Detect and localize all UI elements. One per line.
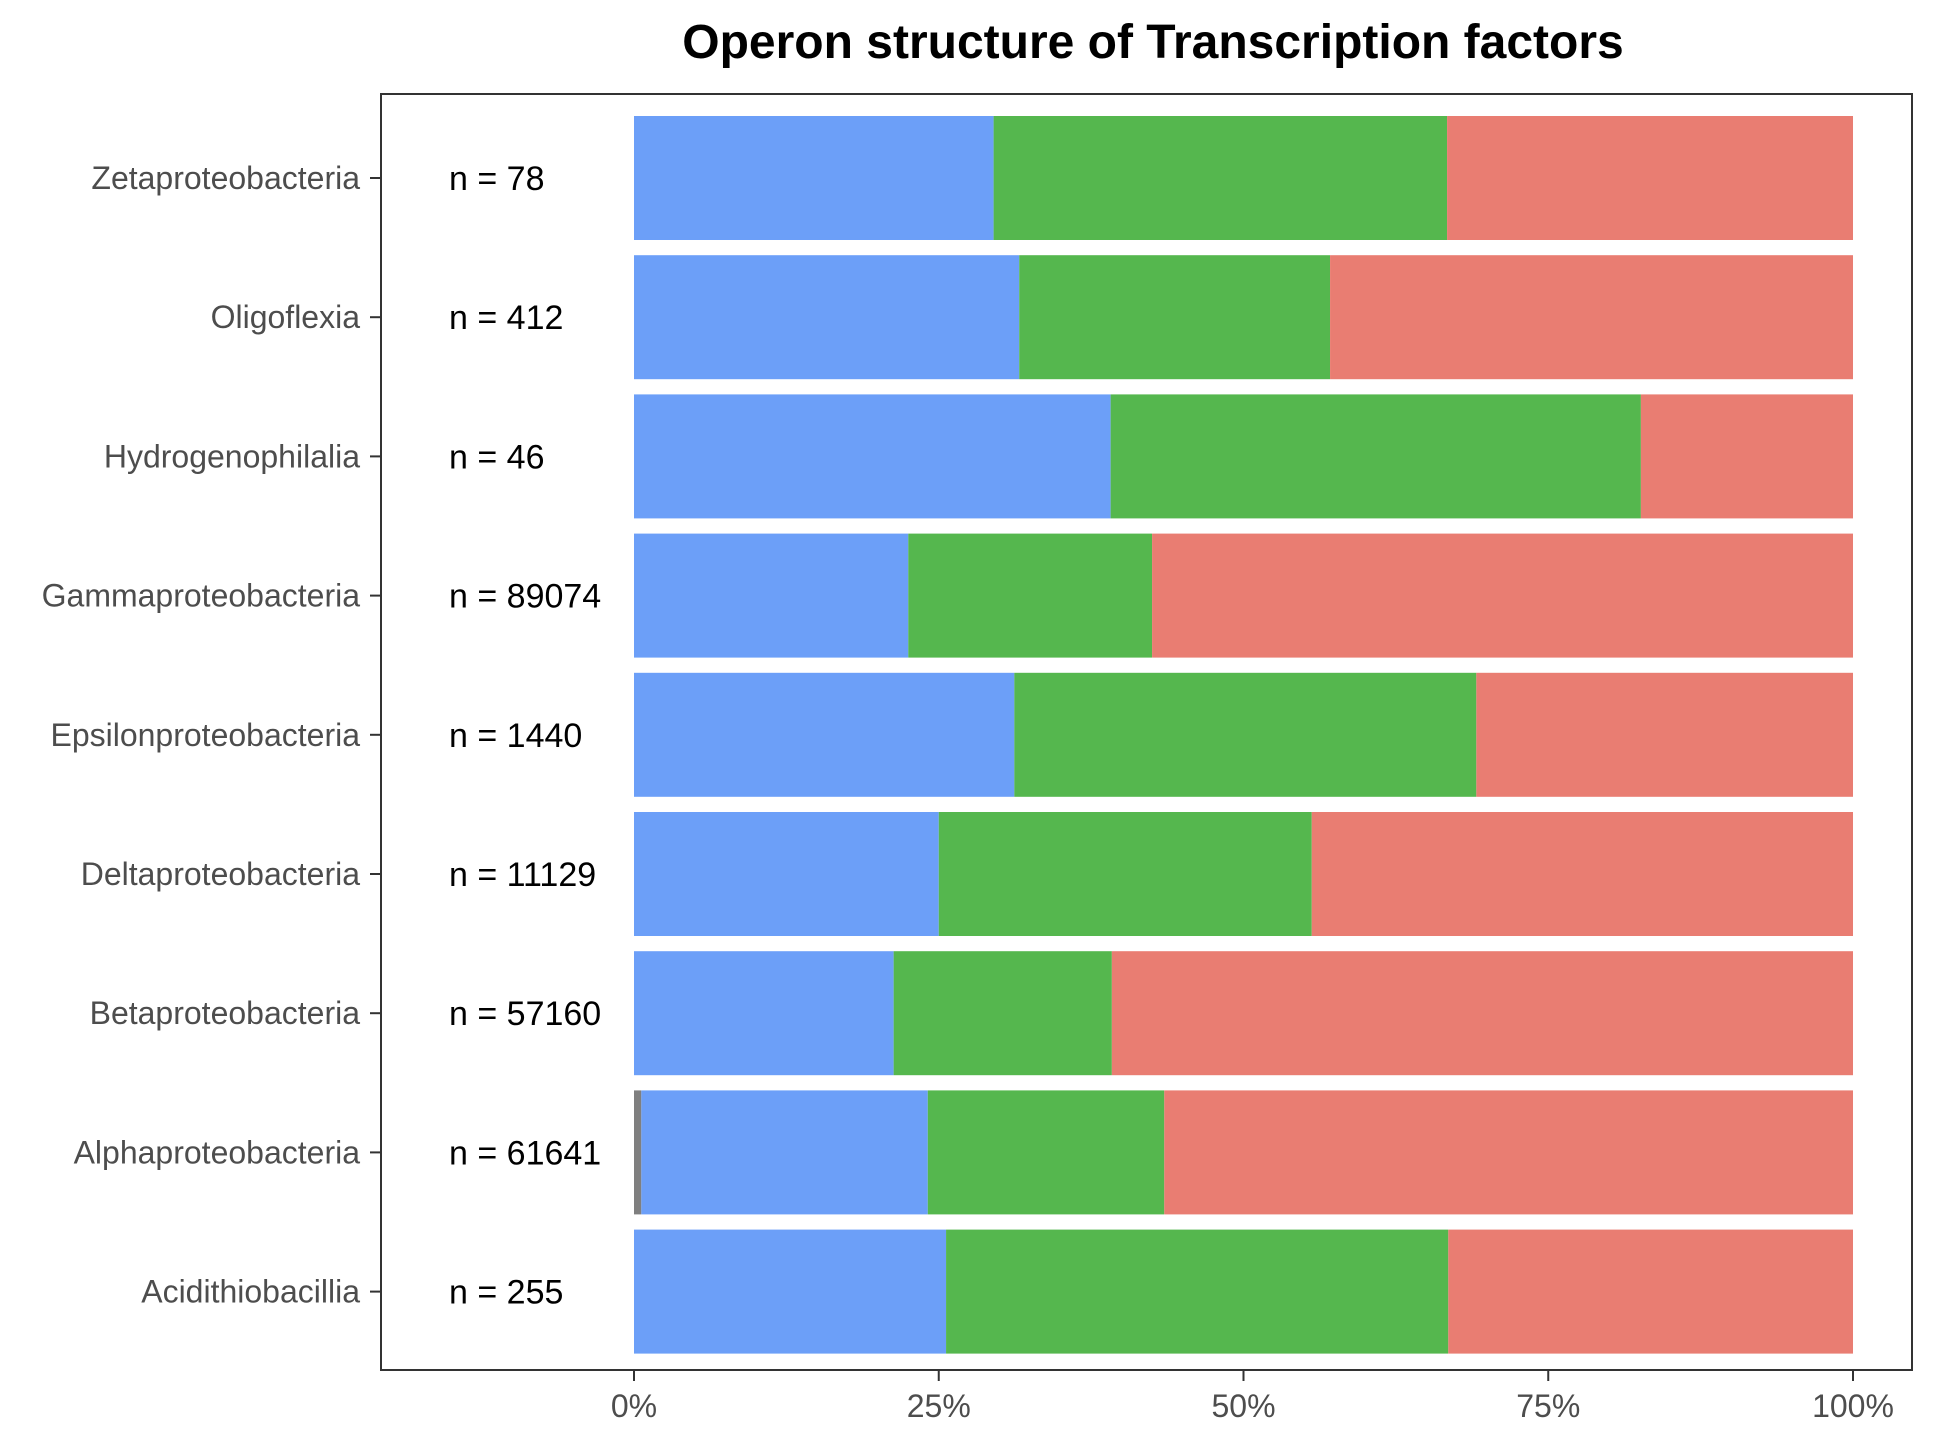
bar-segment-deltaproteobacteria-3: [1311, 812, 1853, 936]
category-label-oligoflexia: Oligoflexia: [211, 299, 361, 335]
bar-segment-betaproteobacteria-1: [634, 951, 894, 1076]
x-axis: 0% 25% 50% 75% 100%: [370, 177, 1894, 1424]
bar-segment-zetaproteobacteria-2: [993, 116, 1448, 240]
bar-segment-alphaproteobacteria-0: [634, 1090, 642, 1215]
x-tick-label: 50%: [1211, 1388, 1275, 1424]
bar-segment-betaproteobacteria-2: [893, 951, 1112, 1076]
bar-segment-acidithiobacillia-1: [634, 1229, 947, 1354]
category-label-gammaproteobacteria: Gammaproteobacteria: [42, 578, 361, 614]
category-label-epsilonproteobacteria: Epsilonproteobacteria: [50, 717, 360, 753]
x-tick-label: 0%: [611, 1388, 657, 1424]
bar-segment-epsilonproteobacteria-3: [1476, 672, 1853, 797]
bar-segment-hydrogenophilalia-1: [634, 394, 1111, 519]
bar-segment-deltaproteobacteria-2: [938, 812, 1312, 936]
bar-segment-oligoflexia-3: [1330, 255, 1853, 380]
bar-segment-alphaproteobacteria-2: [927, 1090, 1165, 1215]
category-label-hydrogenophilalia: Hydrogenophilalia: [104, 438, 360, 474]
n-label-epsilonproteobacteria: n = 1440: [449, 717, 582, 755]
n-label-gammaproteobacteria: n = 89074: [449, 578, 601, 616]
bar-segment-acidithiobacillia-3: [1448, 1229, 1853, 1354]
bar-segment-alphaproteobacteria-3: [1164, 1090, 1853, 1215]
labels-layer: Zetaproteobacteria n = 78 Oligoflexia n = 4…: [42, 160, 602, 1312]
x-tick-label: 25%: [907, 1388, 971, 1424]
category-label-acidithiobacillia: Acidithiobacillia: [141, 1274, 360, 1310]
n-label-alphaproteobacteria: n = 61641: [449, 1134, 601, 1172]
bar-segment-zetaproteobacteria-1: [634, 116, 994, 240]
bars-layer: [634, 116, 1853, 1354]
bar-segment-alphaproteobacteria-1: [641, 1090, 928, 1215]
bar-segment-betaproteobacteria-3: [1111, 951, 1853, 1076]
category-label-alphaproteobacteria: Alphaproteobacteria: [74, 1134, 361, 1170]
n-label-deltaproteobacteria: n = 11129: [449, 856, 596, 894]
category-label-deltaproteobacteria: Deltaproteobacteria: [81, 856, 360, 892]
n-label-betaproteobacteria: n = 57160: [449, 995, 601, 1033]
category-label-betaproteobacteria: Betaproteobacteria: [90, 995, 361, 1031]
bar-segment-gammaproteobacteria-2: [908, 533, 1153, 658]
bar-segment-gammaproteobacteria-1: [634, 533, 909, 658]
bar-segment-oligoflexia-1: [634, 255, 1020, 380]
n-label-acidithiobacillia: n = 255: [449, 1274, 563, 1312]
chart-title: Operon structure of Transcription factor…: [682, 16, 1623, 69]
bar-segment-hydrogenophilalia-3: [1640, 394, 1853, 519]
n-label-hydrogenophilalia: n = 46: [449, 438, 544, 476]
bar-segment-hydrogenophilalia-2: [1110, 394, 1641, 519]
bar-segment-zetaproteobacteria-3: [1447, 116, 1853, 240]
category-label-zetaproteobacteria: Zetaproteobacteria: [91, 160, 360, 196]
bar-segment-oligoflexia-2: [1019, 255, 1331, 380]
plot-panel: [380, 93, 1913, 1371]
n-label-oligoflexia: n = 412: [449, 299, 563, 337]
x-tick-label: 100%: [1812, 1388, 1894, 1424]
bar-segment-epsilonproteobacteria-1: [634, 672, 1015, 797]
bar-segment-deltaproteobacteria-1: [634, 812, 939, 936]
bar-segment-gammaproteobacteria-3: [1152, 533, 1853, 658]
bar-segment-epsilonproteobacteria-2: [1014, 672, 1477, 797]
n-label-zetaproteobacteria: n = 78: [449, 160, 544, 198]
x-tick-label: 75%: [1516, 1388, 1580, 1424]
bar-segment-acidithiobacillia-2: [946, 1229, 1449, 1354]
